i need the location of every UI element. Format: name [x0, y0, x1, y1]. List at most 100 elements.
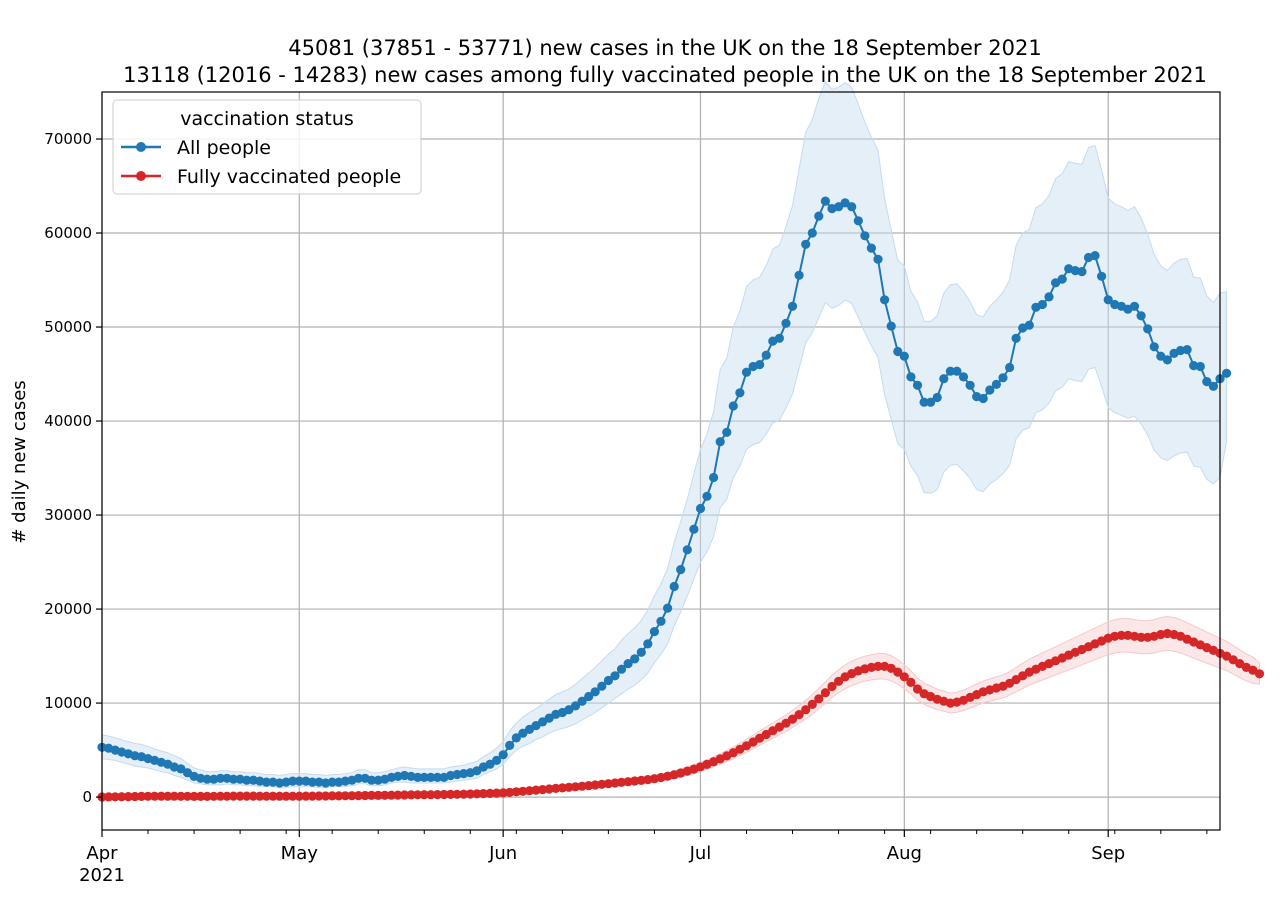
- data-point-fully-vaccinated: [801, 705, 811, 715]
- data-point-all-people: [912, 380, 923, 390]
- data-point-fully-vaccinated: [196, 791, 206, 802]
- data-point-all-people: [1037, 299, 1047, 310]
- data-point-fully-vaccinated: [452, 789, 462, 799]
- y-tick-label: 20000: [44, 600, 92, 618]
- data-point-all-people: [906, 372, 916, 382]
- data-point-fully-vaccinated: [143, 791, 153, 801]
- data-point-all-people: [781, 318, 791, 328]
- data-point-all-people: [1195, 361, 1205, 372]
- data-point-fully-vaccinated: [518, 786, 528, 796]
- data-point-all-people: [866, 243, 877, 253]
- data-point-fully-vaccinated: [807, 699, 817, 710]
- data-point-all-people: [636, 647, 646, 657]
- legend-label-fully-vaccinated: Fully vaccinated people: [177, 166, 401, 188]
- y-tick-label: 0: [82, 788, 92, 806]
- data-point-all-people: [847, 202, 857, 212]
- data-point-all-people: [820, 196, 831, 206]
- data-point-fully-vaccinated: [123, 792, 133, 802]
- x-year-label: 2021: [79, 865, 125, 886]
- data-point-fully-vaccinated: [485, 788, 495, 799]
- data-point-all-people: [919, 397, 929, 407]
- data-point-fully-vaccinated: [419, 790, 429, 800]
- data-point-fully-vaccinated: [215, 791, 225, 801]
- series-lines: [97, 196, 1265, 802]
- data-point-all-people: [814, 211, 824, 221]
- data-point-all-people: [755, 360, 765, 370]
- data-point-fully-vaccinated: [616, 777, 627, 787]
- x-tick-label: Aug: [887, 843, 922, 864]
- data-point-all-people: [1208, 381, 1218, 391]
- data-point-fully-vaccinated: [294, 791, 304, 801]
- data-point-all-people: [886, 321, 896, 331]
- data-point-all-people: [577, 696, 587, 706]
- data-point-fully-vaccinated: [261, 791, 271, 801]
- data-point-all-people: [419, 772, 429, 783]
- data-point-all-people: [1024, 320, 1034, 330]
- data-point-fully-vaccinated: [551, 783, 561, 794]
- data-point-fully-vaccinated: [281, 791, 291, 801]
- data-point-all-people: [1149, 342, 1159, 352]
- data-point-all-people: [590, 687, 600, 697]
- data-point-all-people: [616, 664, 627, 674]
- data-point-all-people: [880, 295, 890, 305]
- axes: 0 10000 20000 30000 40000 50000 60000 70000 Apr M…: [44, 91, 1221, 886]
- data-point-all-people: [1136, 311, 1146, 321]
- data-point-all-people: [294, 776, 304, 786]
- data-point-all-people: [413, 772, 423, 783]
- data-point-fully-vaccinated: [301, 791, 311, 801]
- data-point-all-people: [695, 503, 706, 514]
- plot-frame: [101, 91, 1221, 831]
- data-point-all-people: [728, 401, 738, 411]
- data-point-all-people: [353, 773, 364, 783]
- data-point-all-people: [1143, 324, 1153, 334]
- data-point-fully-vaccinated: [538, 785, 548, 795]
- data-point-fully-vaccinated: [163, 791, 173, 801]
- data-point-fully-vaccinated: [202, 791, 212, 802]
- data-point-all-people: [1090, 251, 1100, 261]
- data-point-all-people: [794, 270, 804, 280]
- data-point-all-people: [1097, 271, 1107, 281]
- data-point-all-people: [649, 627, 660, 637]
- data-point-fully-vaccinated: [505, 787, 515, 798]
- data-point-all-people: [1202, 377, 1212, 387]
- data-point-all-people: [597, 681, 607, 691]
- legend-label-all-people: All people: [177, 137, 271, 159]
- data-point-fully-vaccinated: [820, 688, 831, 698]
- data-point-all-people: [1011, 333, 1021, 343]
- data-point-fully-vaccinated: [228, 791, 239, 801]
- grid: [101, 92, 1220, 830]
- data-point-all-people: [498, 750, 508, 760]
- data-point-fully-vaccinated: [235, 791, 245, 801]
- data-point-all-people: [1182, 345, 1192, 355]
- data-point-all-people: [899, 351, 909, 361]
- data-point-fully-vaccinated: [242, 791, 252, 801]
- data-point-all-people: [610, 671, 620, 681]
- data-point-fully-vaccinated: [334, 791, 344, 801]
- data-point-fully-vaccinated: [307, 791, 317, 801]
- data-point-all-people: [426, 772, 436, 783]
- data-point-all-people: [991, 379, 1002, 389]
- data-point-all-people: [492, 755, 502, 766]
- data-point-all-people: [761, 350, 771, 360]
- data-point-all-people: [926, 397, 936, 407]
- data-point-all-people: [1057, 274, 1067, 284]
- data-point-fully-vaccinated: [222, 791, 232, 801]
- x-tick-label: Jun: [488, 843, 517, 864]
- data-point-all-people: [1103, 295, 1113, 305]
- data-point-all-people: [570, 701, 581, 711]
- data-point-fully-vaccinated: [472, 789, 482, 799]
- data-point-fully-vaccinated: [393, 790, 403, 800]
- data-point-fully-vaccinated: [787, 714, 798, 724]
- data-point-all-people: [958, 372, 969, 382]
- data-point-all-people: [1077, 267, 1087, 277]
- data-point-fully-vaccinated: [439, 789, 449, 800]
- data-point-fully-vaccinated: [288, 791, 298, 801]
- data-point-fully-vaccinated: [531, 785, 541, 795]
- legend-marker-dot-all-people: [136, 142, 146, 152]
- chart-subtitle: 13118 (12016 - 14283) new cases among fu…: [123, 63, 1207, 87]
- data-point-fully-vaccinated: [373, 790, 383, 801]
- data-point-fully-vaccinated: [827, 681, 837, 692]
- data-point-all-people: [939, 374, 949, 384]
- y-tick-label: 50000: [44, 318, 92, 336]
- data-point-fully-vaccinated: [248, 791, 258, 801]
